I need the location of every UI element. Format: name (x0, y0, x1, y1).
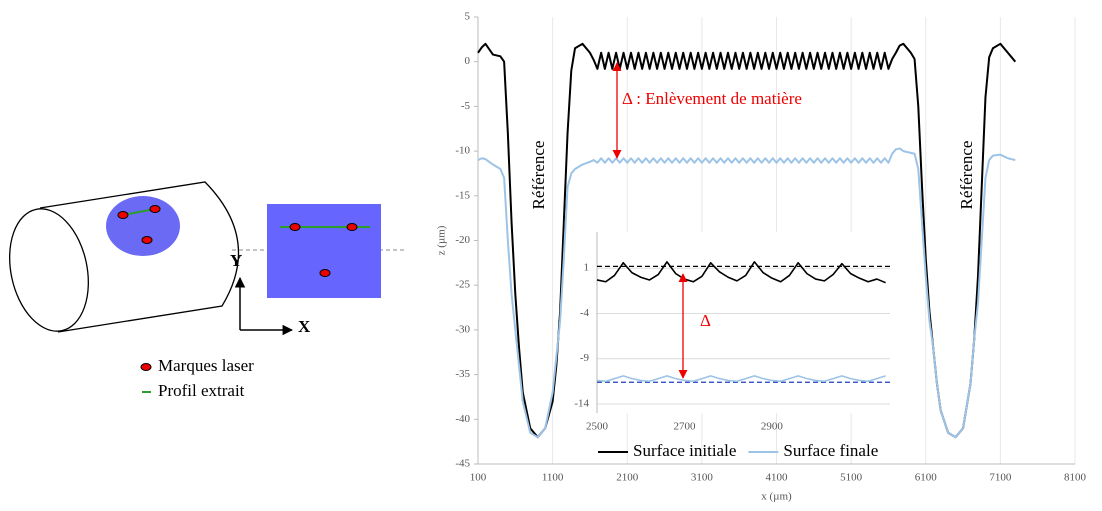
y-tick-label: -40 (455, 413, 470, 425)
x-axis-label: x (µm) (761, 491, 792, 503)
diagram: Y X Marques laser Profil extrait (9, 181, 405, 400)
laser-mark (149, 205, 161, 213)
y-tick-label: -10 (455, 145, 470, 157)
x-label: X (298, 317, 311, 336)
x-tick-label: 2100 (616, 472, 639, 484)
legend-label: Profil extrait (158, 381, 245, 400)
x-tick-label: 2900 (761, 421, 784, 433)
series-line (596, 375, 886, 383)
y-tick-label: -30 (455, 323, 470, 335)
legend-label: Surface initiale (633, 441, 736, 460)
y-tick-label: 5 (465, 11, 471, 23)
laser-mark (117, 211, 129, 219)
y-tick-label: -5 (461, 100, 471, 112)
y-tick-label: -4 (580, 307, 590, 319)
y-tick-label: 0 (465, 55, 471, 67)
series-line (596, 261, 886, 284)
legend-label: Marques laser (158, 356, 254, 375)
scan-square (267, 204, 381, 298)
series-line (477, 147, 1016, 439)
x-tick-label: 8100 (1064, 472, 1087, 484)
y-axis-label: z (µm) (436, 225, 448, 255)
laser-mark (346, 223, 358, 231)
y-tick-label: -25 (455, 279, 470, 291)
x-tick-label: 100 (470, 472, 487, 484)
x-tick-label: 1100 (542, 472, 564, 484)
scan-zone (106, 196, 180, 256)
cylinder-body (39, 181, 240, 333)
x-tick-label: 6100 (915, 472, 938, 484)
legend: Surface initiale Surface finale (598, 441, 878, 460)
y-tick-label: -14 (574, 397, 589, 409)
y-tick-label: -20 (455, 234, 470, 246)
x-tick-label: 7100 (989, 472, 1012, 484)
annotation: Référence (529, 141, 548, 210)
annotation: Référence (957, 141, 976, 210)
laser-mark (319, 269, 331, 277)
x-tick-label: 5100 (840, 472, 863, 484)
annotation: Δ (700, 311, 711, 330)
laser-mark (289, 223, 301, 231)
annotation: Δ : Enlèvement de matière (622, 89, 802, 108)
y-label: Y (230, 251, 242, 270)
y-tick-label: -15 (455, 189, 470, 201)
inset-background (597, 232, 890, 413)
x-tick-label: 2500 (586, 421, 609, 433)
inset-chart: 2500 2700 2900 1 -4 -9 -14 (574, 232, 890, 433)
x-tick-label: 4100 (766, 472, 789, 484)
y-tick-label: -9 (580, 352, 590, 364)
x-tick-label: 2700 (673, 421, 696, 433)
y-tick-label: 1 (584, 262, 590, 274)
y-tick-label: -35 (455, 368, 470, 380)
cylinder-end (9, 208, 89, 332)
legend-marker (140, 363, 152, 371)
x-tick-label: 3100 (691, 472, 714, 484)
y-tick-label: -45 (455, 458, 470, 470)
laser-mark (141, 236, 153, 244)
series-line (477, 42, 1017, 439)
legend-label: Surface finale (783, 441, 878, 460)
